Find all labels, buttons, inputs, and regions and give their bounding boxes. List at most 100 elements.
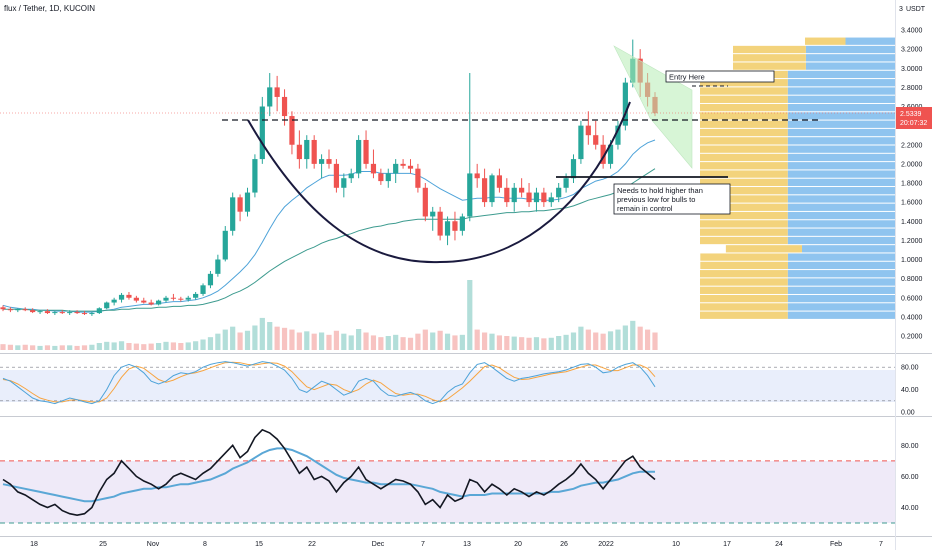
candle-body <box>281 96 288 117</box>
candle-body <box>178 298 184 300</box>
candle-body <box>444 221 451 236</box>
volume-bar <box>326 334 332 350</box>
hold-callout-line2: previous low for bulls to <box>617 195 695 204</box>
volume-bar <box>104 341 110 350</box>
time-tick-label: Nov <box>147 541 160 548</box>
volume-profile-row-buy <box>787 211 895 220</box>
candle-body <box>519 187 525 193</box>
volume-profile-row-buy <box>801 245 895 253</box>
rsi-band <box>0 461 895 523</box>
volume-bar <box>163 341 169 350</box>
volume-profile-row-sell <box>700 195 788 203</box>
candle-body <box>274 87 280 97</box>
volume-bar <box>148 343 154 350</box>
volume-profile-row-buy <box>787 311 895 319</box>
price-tick-label: 1.2000 <box>901 238 923 245</box>
candle-body <box>7 309 14 311</box>
price-axis[interactable]: 3.40003.20003.00002.80002.60002.40002.20… <box>901 28 923 341</box>
price-tick-label: 1.4000 <box>901 219 923 226</box>
hold-callout-box[interactable] <box>613 183 731 215</box>
rsi-line <box>2 428 656 517</box>
rsi-tick-label: 80.00 <box>901 443 919 450</box>
volume-bar <box>222 329 228 350</box>
volume-bar <box>237 332 243 350</box>
candle-body <box>52 312 58 314</box>
candle-body <box>244 192 251 212</box>
time-tick-label: Feb <box>830 541 842 548</box>
volume-bar <box>274 326 280 350</box>
volume-profile-row-buy <box>805 45 895 54</box>
candle-body <box>111 299 117 303</box>
candle-body <box>378 173 384 182</box>
time-axis[interactable]: 18 25 Nov 8 15 22 Dec 7 13 20 26 2022 10 17 24 Feb 7 <box>30 541 883 548</box>
volume-profile-row-buy <box>787 278 895 286</box>
volume-profile-row-sell <box>700 162 788 170</box>
candle-body <box>96 308 102 314</box>
volume-bar <box>622 325 628 350</box>
volume-bar <box>348 335 354 350</box>
candle-body <box>585 125 591 136</box>
volume-bar <box>252 325 258 350</box>
time-tick-label: 13 <box>463 541 471 548</box>
volume-bar <box>467 280 473 350</box>
price-tick-label: 0.8000 <box>901 276 923 283</box>
volume-bar <box>415 333 421 350</box>
volume-profile-row-sell <box>805 37 846 45</box>
volume-profile-row-sell <box>700 95 788 103</box>
volume-bar <box>400 337 406 350</box>
cup-curve[interactable] <box>247 101 631 264</box>
ma-slow-line <box>3 168 656 312</box>
candle-body <box>474 173 480 179</box>
volume-bar <box>178 343 184 350</box>
volume-bar <box>281 327 288 350</box>
rsi-axis[interactable]: 80.00 60.00 40.00 <box>901 443 919 512</box>
entry-callout-text: Entry Here <box>669 73 705 82</box>
volume-bar <box>356 329 362 350</box>
candle-body <box>467 173 473 217</box>
volume-profile-row-buy <box>845 37 895 45</box>
candle-body <box>415 168 421 188</box>
volume-profile-row-sell <box>733 54 806 62</box>
volume-profile-row-sell <box>700 178 788 187</box>
volume-profile-row-sell <box>700 278 788 286</box>
volume-profile-row-sell <box>700 311 788 319</box>
candles[interactable] <box>0 39 658 316</box>
volume-bar <box>541 338 547 350</box>
candle-body <box>593 135 599 145</box>
volume-bar <box>170 342 177 350</box>
candle-body <box>326 159 332 164</box>
volume-profile-row-buy <box>787 294 895 303</box>
volume-bar <box>296 332 302 350</box>
volume-bar <box>118 341 125 350</box>
volume-bar <box>378 337 384 350</box>
volume-bar <box>311 333 317 350</box>
candle-body <box>67 312 73 314</box>
candle-body <box>311 139 317 164</box>
time-tick-label: 7 <box>879 541 883 548</box>
volume-bar <box>259 317 265 350</box>
candle-body <box>15 309 21 311</box>
chart-title: flux / Tether, 1D, KUCOIN <box>4 4 95 13</box>
volume-bar <box>437 330 443 350</box>
price-tick-label: 3.0000 <box>901 66 923 73</box>
volume-profile-row-sell <box>700 103 788 112</box>
volume-bar <box>452 335 458 350</box>
entry-callout-box[interactable] <box>665 70 775 83</box>
time-tick-label: Dec <box>372 541 385 548</box>
volume-profile-row-buy <box>787 195 895 203</box>
volume-profile-row-sell <box>733 45 806 54</box>
volume-profile-row-sell <box>700 228 788 236</box>
volume-profile-row-sell <box>700 87 788 95</box>
volume-profile-row-sell <box>700 137 788 145</box>
time-tick-label: 8 <box>203 541 207 548</box>
candle-body <box>622 82 628 126</box>
volume-bar <box>111 342 117 350</box>
volume-bar <box>533 337 540 350</box>
volume-profile-row-buy <box>787 87 895 95</box>
volume-bar <box>74 345 80 350</box>
price-tick-label: 1.0000 <box>901 257 923 264</box>
volume-bar <box>126 343 132 350</box>
stoch-axis[interactable]: 80.00 40.00 0.00 <box>901 365 919 417</box>
volume-bar <box>637 326 643 350</box>
